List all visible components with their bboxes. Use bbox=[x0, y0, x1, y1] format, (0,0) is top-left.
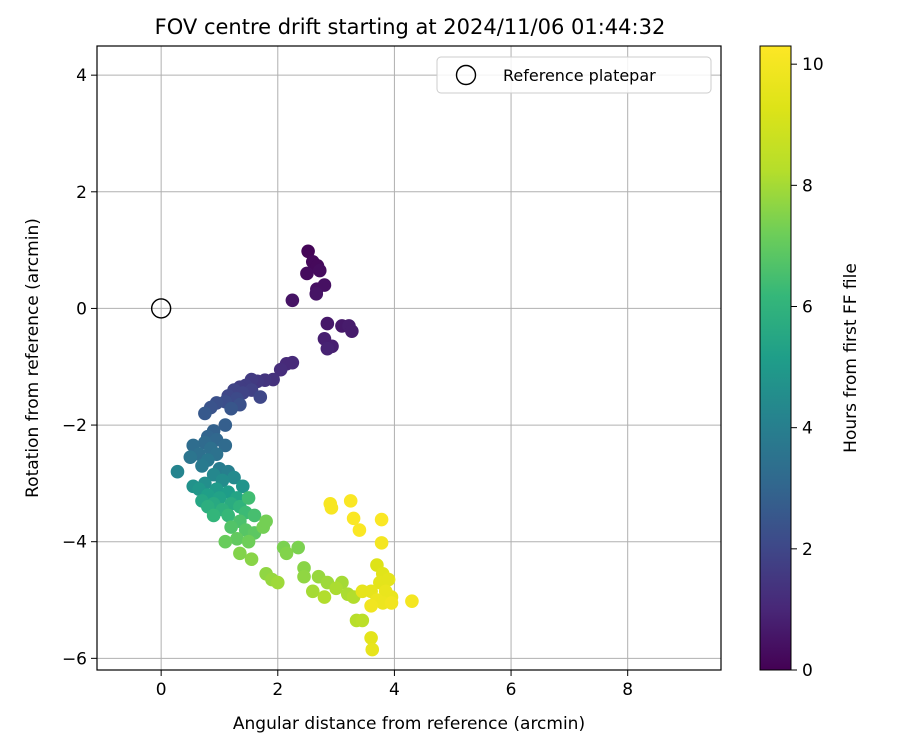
data-point bbox=[235, 479, 250, 494]
colorbar-tick-label: 10 bbox=[802, 55, 824, 75]
data-point bbox=[343, 494, 358, 508]
colorbar: 0 2 4 6 8 10 Hours from first FF file bbox=[759, 45, 861, 681]
data-point bbox=[279, 546, 294, 561]
data-point bbox=[312, 263, 327, 278]
data-point bbox=[320, 316, 335, 331]
data-point bbox=[285, 293, 300, 308]
data-point bbox=[224, 401, 238, 416]
data-point bbox=[183, 450, 198, 464]
data-point bbox=[206, 508, 221, 523]
data-points bbox=[170, 244, 419, 657]
data-point bbox=[320, 341, 335, 356]
data-point bbox=[346, 511, 361, 526]
data-point bbox=[384, 596, 399, 610]
y-tick-label: 4 bbox=[76, 66, 87, 86]
data-point bbox=[218, 438, 233, 453]
plot-frame bbox=[96, 45, 722, 671]
data-point bbox=[230, 531, 244, 546]
data-point bbox=[195, 459, 209, 473]
grid-lines bbox=[97, 46, 721, 670]
data-point bbox=[170, 464, 185, 479]
data-point bbox=[374, 512, 389, 527]
reference-platepar-marker bbox=[150, 298, 172, 319]
data-point bbox=[227, 470, 241, 485]
data-point bbox=[218, 418, 233, 432]
chart-title: FOV centre drift starting at 2024/11/06 … bbox=[155, 15, 666, 39]
data-point bbox=[374, 536, 389, 550]
y-tick-label: 0 bbox=[76, 299, 87, 319]
y-tick-label: −4 bbox=[62, 533, 87, 553]
x-tick-label: 4 bbox=[389, 680, 400, 700]
data-point bbox=[244, 552, 259, 566]
data-point bbox=[324, 501, 339, 515]
x-tick-label: 6 bbox=[506, 680, 517, 700]
colorbar-tick-label: 2 bbox=[802, 540, 813, 560]
colorbar-label: Hours from first FF file bbox=[841, 263, 861, 453]
data-point bbox=[270, 575, 285, 590]
x-axis-label: Angular distance from reference (arcmin) bbox=[233, 714, 585, 734]
data-point bbox=[309, 287, 324, 301]
x-axis-ticks: 0 2 4 6 8 bbox=[156, 670, 633, 700]
data-point bbox=[291, 540, 305, 555]
data-point bbox=[247, 508, 262, 523]
data-point bbox=[198, 406, 212, 421]
legend-box bbox=[436, 56, 712, 94]
data-point bbox=[285, 355, 300, 370]
legend: Reference platepar bbox=[436, 56, 712, 94]
legend-entry: Reference platepar bbox=[503, 66, 656, 85]
data-point bbox=[241, 534, 256, 549]
data-point bbox=[305, 584, 320, 599]
data-point bbox=[241, 491, 256, 505]
data-point bbox=[300, 266, 314, 281]
colorbar-ticks: 0 2 4 6 8 10 bbox=[791, 55, 824, 681]
data-point bbox=[405, 594, 419, 608]
data-point bbox=[233, 546, 247, 561]
data-point bbox=[364, 599, 378, 613]
data-point bbox=[352, 523, 367, 537]
data-point bbox=[218, 534, 233, 549]
data-point bbox=[224, 520, 238, 534]
colorbar-tick-label: 0 bbox=[802, 661, 813, 681]
y-tick-label: −6 bbox=[62, 649, 87, 669]
data-point bbox=[364, 631, 378, 645]
data-point bbox=[259, 514, 273, 529]
colorbar-tick-label: 4 bbox=[802, 419, 813, 439]
colorbar-gradient bbox=[759, 45, 792, 671]
data-point bbox=[365, 642, 380, 657]
y-axis-ticks: −6 −4 −2 0 2 4 bbox=[62, 66, 97, 669]
data-point bbox=[355, 613, 370, 628]
data-point bbox=[345, 324, 359, 338]
data-point bbox=[253, 390, 268, 404]
data-point bbox=[221, 508, 236, 523]
reference-marker-layer bbox=[150, 298, 172, 319]
colorbar-tick-label: 8 bbox=[802, 176, 813, 196]
data-point bbox=[381, 572, 396, 587]
data-point bbox=[297, 569, 311, 584]
x-tick-label: 2 bbox=[272, 680, 283, 700]
x-tick-label: 0 bbox=[156, 680, 167, 700]
data-point bbox=[317, 590, 332, 604]
y-tick-label: −2 bbox=[62, 416, 87, 436]
y-axis-label: Rotation from reference (arcmin) bbox=[23, 218, 43, 498]
data-point bbox=[301, 244, 315, 259]
data-point bbox=[329, 581, 343, 596]
y-tick-label: 2 bbox=[76, 183, 87, 203]
data-point bbox=[273, 362, 288, 377]
legend-reference-marker bbox=[455, 64, 477, 86]
x-tick-label: 8 bbox=[622, 680, 633, 700]
colorbar-tick-label: 6 bbox=[802, 298, 813, 318]
